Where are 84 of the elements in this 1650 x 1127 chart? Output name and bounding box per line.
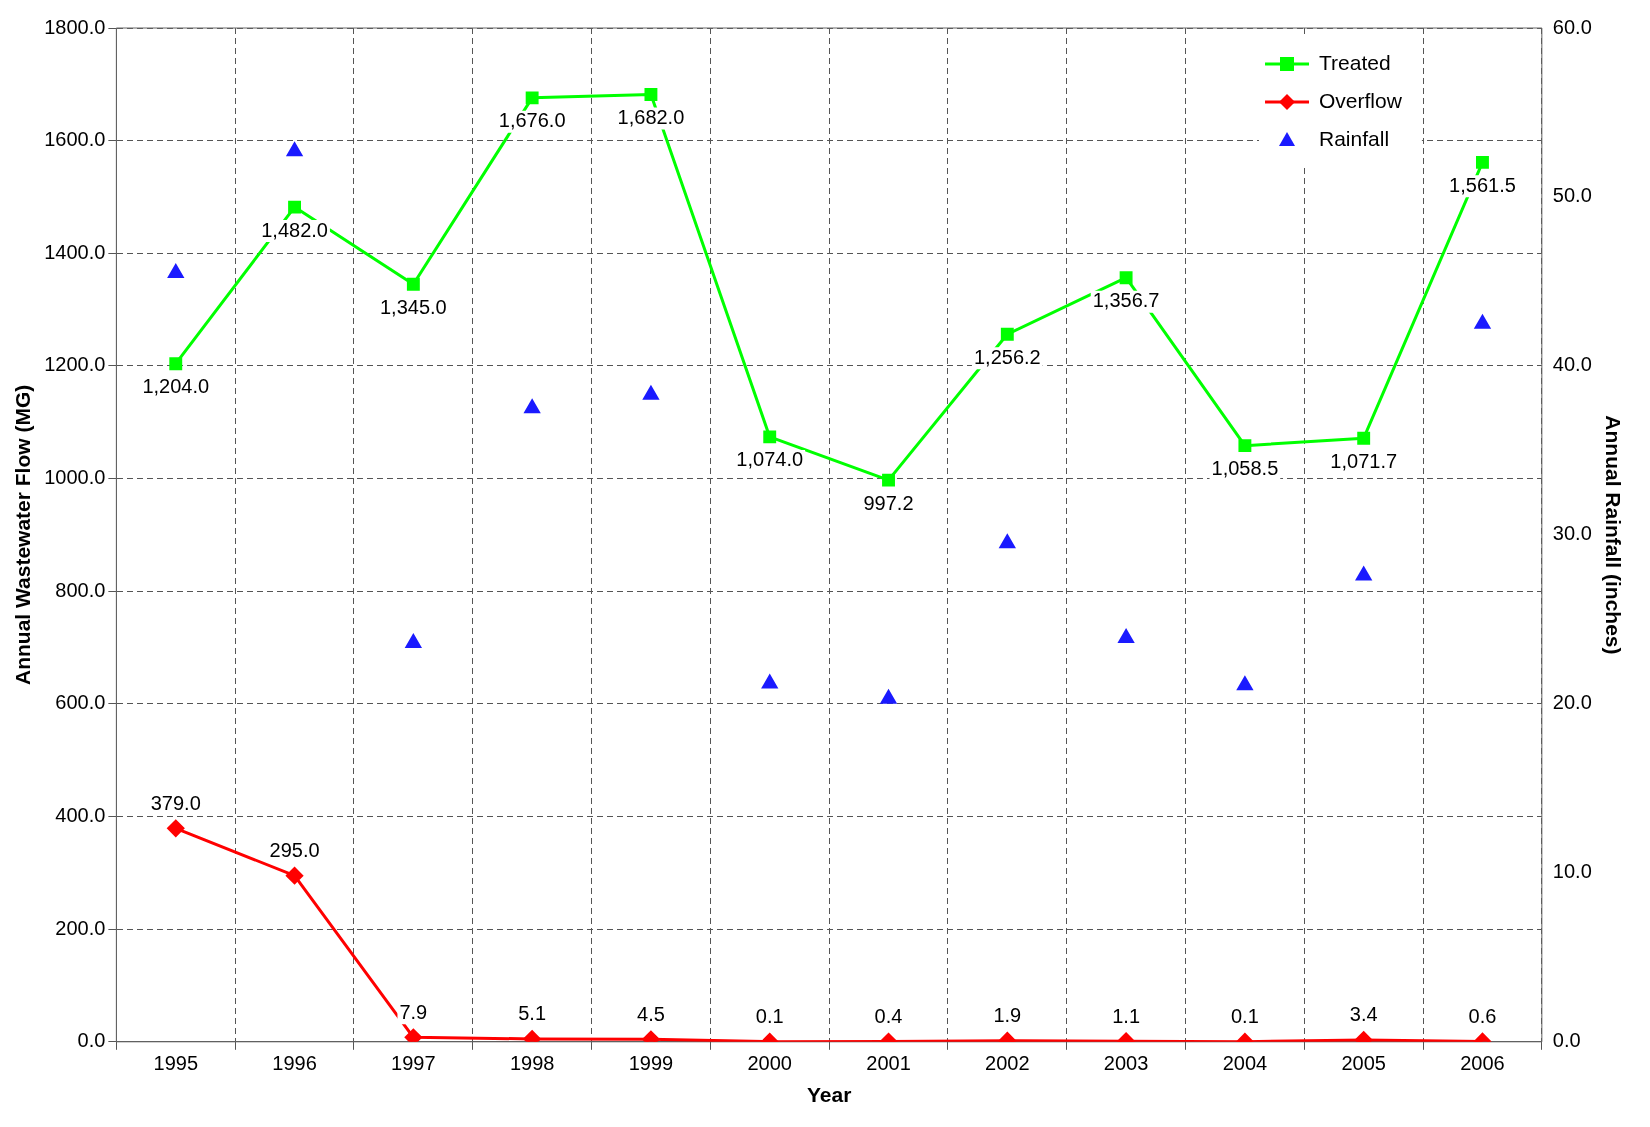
- data-label: 0.6: [1468, 1004, 1497, 1027]
- y-tick-label: 1800.0: [44, 15, 106, 38]
- point: [762, 675, 778, 689]
- data-label: 379.0: [150, 791, 201, 814]
- data-label: 4.5: [637, 1002, 665, 1025]
- data-label: 295.0: [269, 839, 320, 862]
- point: [644, 88, 658, 101]
- legend-label: Overflow: [1319, 88, 1403, 112]
- data-label: 1,482.0: [261, 218, 328, 241]
- point: [1474, 315, 1491, 329]
- point: [1356, 566, 1372, 581]
- y2-tick-label: 40.0: [1552, 353, 1592, 376]
- data-label: 1,071.7: [1330, 449, 1398, 472]
- x-tick-label: 1999: [628, 1052, 674, 1075]
- point: [524, 399, 540, 414]
- point: [999, 534, 1015, 549]
- point: [404, 1028, 422, 1042]
- y2-tick-label: 50.0: [1552, 184, 1592, 207]
- x-tick-label: 2004: [1222, 1052, 1268, 1075]
- data-label: 997.2: [863, 491, 914, 514]
- y-tick-label: 1200.0: [44, 353, 106, 376]
- point: [1357, 431, 1371, 445]
- y-tick-label: 1000.0: [44, 466, 106, 489]
- y2-tick-label: 60.0: [1552, 15, 1592, 38]
- x-tick-label: 2006: [1460, 1052, 1505, 1075]
- data-label: 0.1: [755, 1005, 784, 1028]
- data-label: 1,204.0: [142, 375, 210, 398]
- legend-label: Rainfall: [1319, 126, 1390, 150]
- data-label: 1,074.0: [736, 448, 804, 471]
- y-axis-title: Annual Wastewater Flow (MG): [11, 384, 35, 686]
- data-label: 0.1: [1230, 1005, 1259, 1028]
- y-tick-label: 1600.0: [44, 128, 106, 151]
- data-label: 1,676.0: [498, 109, 566, 132]
- y-tick-label: 1400.0: [44, 240, 106, 263]
- x-tick-label: 2005: [1341, 1052, 1386, 1075]
- legend-label: Treated: [1319, 50, 1391, 74]
- point: [1118, 629, 1134, 643]
- data-label: 1,561.5: [1449, 173, 1516, 196]
- point: [405, 634, 421, 649]
- y-tick-label: 600.0: [55, 691, 106, 714]
- y2-tick-label: 0.0: [1552, 1029, 1581, 1052]
- point: [1119, 271, 1133, 285]
- point: [1476, 155, 1489, 169]
- x-tick-label: 2000: [747, 1052, 792, 1075]
- x-tick-label: 1997: [391, 1052, 436, 1075]
- data-label: 1.1: [1112, 1004, 1141, 1027]
- data-label: 1,682.0: [617, 105, 685, 128]
- point: [643, 386, 659, 400]
- y-tick-label: 800.0: [55, 578, 106, 601]
- x-tick-label: 2002: [985, 1052, 1030, 1075]
- data-label: 7.9: [399, 1000, 428, 1023]
- data-label: 0.4: [874, 1005, 903, 1028]
- data-label: 1,345.0: [379, 295, 447, 318]
- point: [169, 357, 183, 371]
- data-label: 1,058.5: [1211, 457, 1279, 480]
- y-tick-label: 0.0: [77, 1029, 106, 1052]
- data-label: 3.4: [1349, 1003, 1378, 1026]
- point: [168, 264, 184, 278]
- point: [525, 91, 539, 105]
- point: [1000, 327, 1014, 341]
- x-tick-label: 1998: [509, 1052, 555, 1075]
- point: [763, 430, 777, 444]
- y2-tick-label: 30.0: [1552, 522, 1592, 545]
- point: [880, 690, 897, 704]
- data-label: 5.1: [518, 1002, 547, 1025]
- y-tick-label: 400.0: [55, 804, 106, 827]
- data-label: 1.9: [993, 1004, 1022, 1027]
- y2-tick-label: 20.0: [1552, 691, 1592, 714]
- point: [288, 200, 302, 214]
- y2-axis-title: Annual Rainfall (inches): [1601, 415, 1625, 655]
- y-tick-label: 200.0: [55, 916, 106, 939]
- x-axis-title: Year: [806, 1083, 852, 1107]
- point: [882, 473, 895, 487]
- point: [1237, 676, 1253, 691]
- x-tick-label: 2003: [1103, 1052, 1149, 1075]
- point: [406, 277, 420, 291]
- point: [1238, 439, 1252, 453]
- data-label: 1,256.2: [973, 345, 1041, 368]
- data-label: 1,356.7: [1092, 289, 1160, 312]
- x-tick-label: 1996: [272, 1052, 317, 1075]
- y2-tick-label: 10.0: [1552, 860, 1592, 883]
- point: [287, 142, 303, 157]
- x-tick-label: 1995: [153, 1052, 199, 1075]
- x-tick-label: 2001: [866, 1052, 911, 1075]
